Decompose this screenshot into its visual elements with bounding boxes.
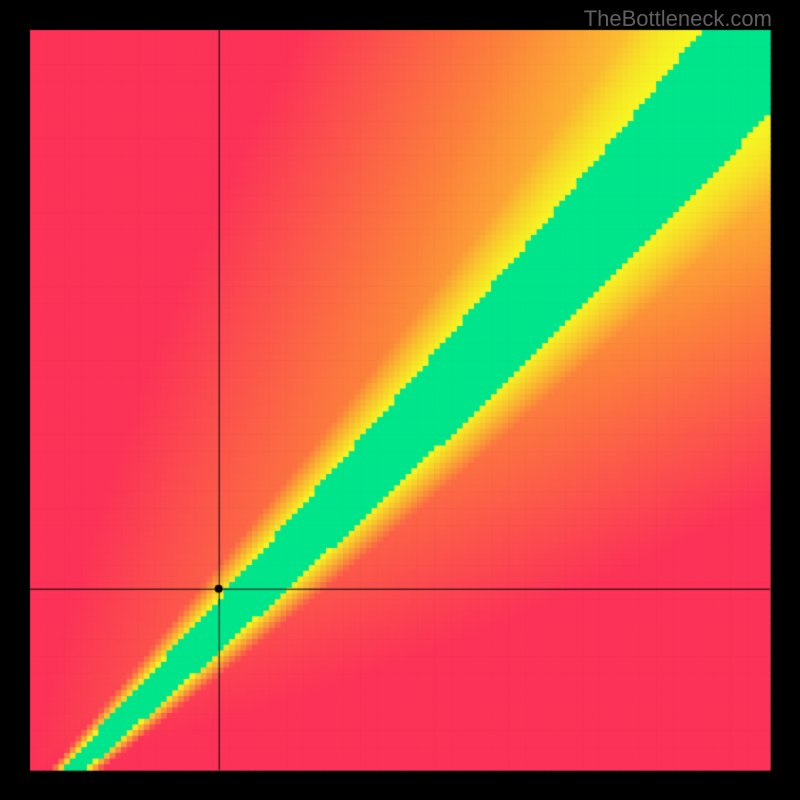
- chart-container: TheBottleneck.com: [0, 0, 800, 800]
- watermark-text: TheBottleneck.com: [584, 6, 772, 32]
- bottleneck-heatmap: [0, 0, 800, 800]
